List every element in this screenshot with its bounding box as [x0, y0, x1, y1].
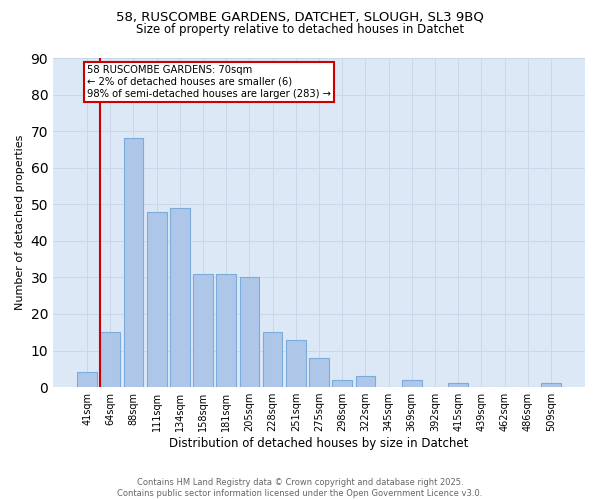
Bar [448, 384, 468, 387]
Bar [170, 208, 190, 387]
Y-axis label: Number of detached properties: Number of detached properties [15, 135, 25, 310]
Bar [332, 380, 352, 387]
Bar [100, 332, 120, 387]
Bar [356, 376, 375, 387]
Text: 58, RUSCOMBE GARDENS, DATCHET, SLOUGH, SL3 9BQ: 58, RUSCOMBE GARDENS, DATCHET, SLOUGH, S… [116, 10, 484, 23]
Bar [193, 274, 213, 387]
Text: Size of property relative to detached houses in Datchet: Size of property relative to detached ho… [136, 22, 464, 36]
Bar [541, 384, 561, 387]
Bar [217, 274, 236, 387]
X-axis label: Distribution of detached houses by size in Datchet: Distribution of detached houses by size … [169, 437, 469, 450]
Bar [402, 380, 422, 387]
Text: 58 RUSCOMBE GARDENS: 70sqm
← 2% of detached houses are smaller (6)
98% of semi-d: 58 RUSCOMBE GARDENS: 70sqm ← 2% of detac… [88, 66, 331, 98]
Bar [263, 332, 283, 387]
Bar [239, 278, 259, 387]
Bar [286, 340, 305, 387]
Bar [147, 212, 167, 387]
Bar [124, 138, 143, 387]
Bar [309, 358, 329, 387]
Text: Contains HM Land Registry data © Crown copyright and database right 2025.
Contai: Contains HM Land Registry data © Crown c… [118, 478, 482, 498]
Bar [77, 372, 97, 387]
